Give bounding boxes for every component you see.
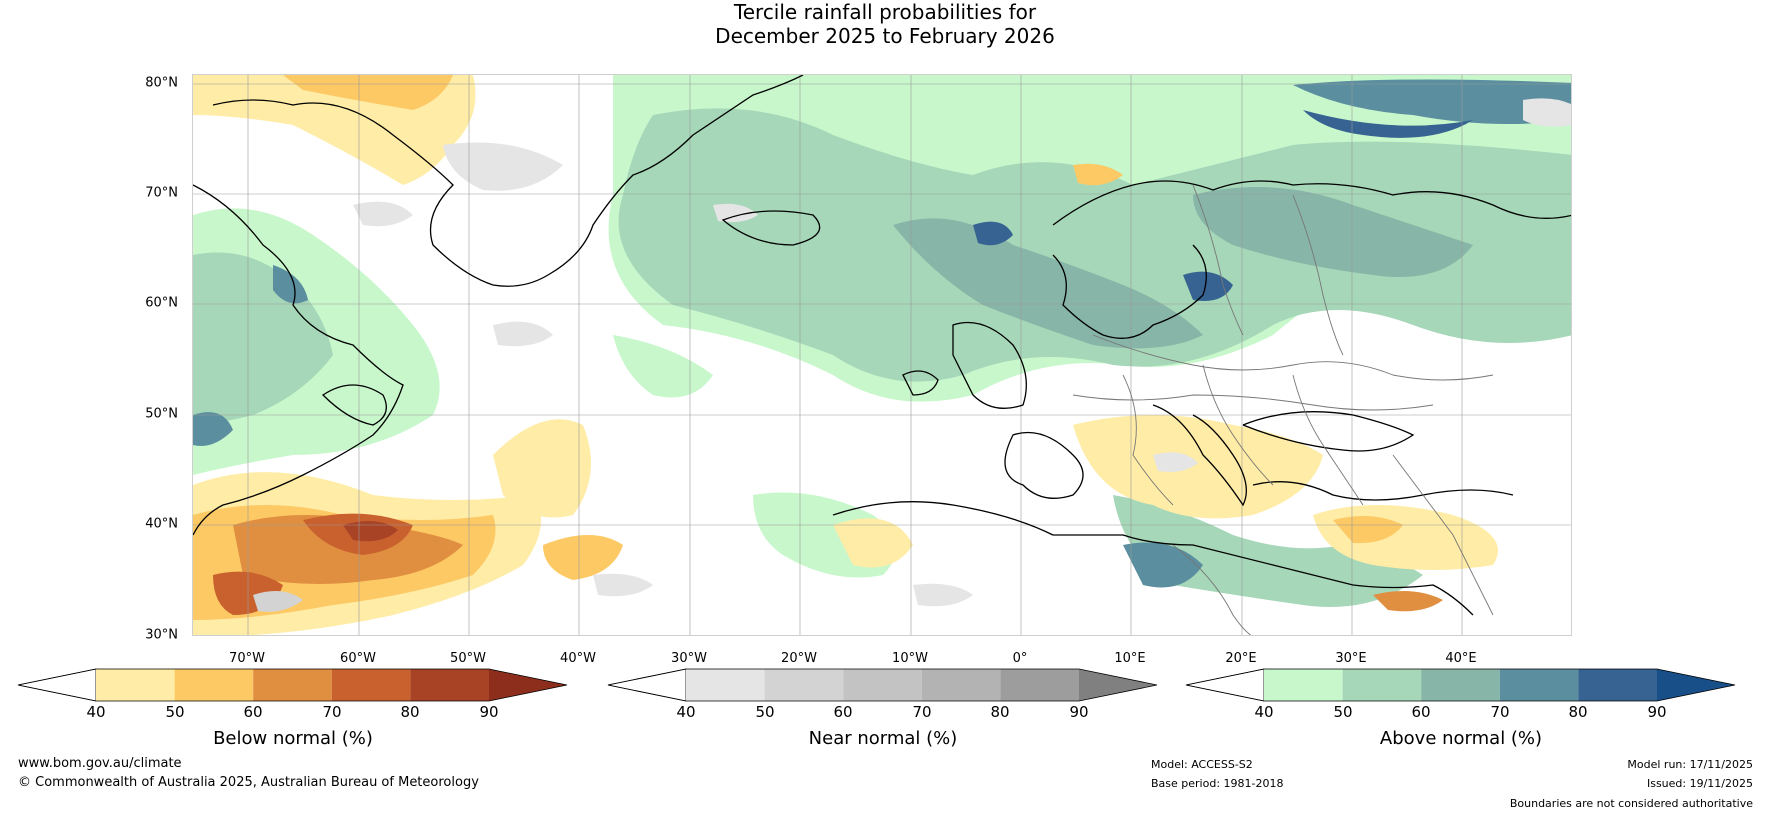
lat-label-80n: 80°N [145,75,178,91]
colorbar-above-swatch-5 [1578,669,1657,701]
colorbar-below-tick-50: 50 [165,703,185,721]
footer-issued: Issued: 19/11/2025 [1646,777,1753,790]
title-line-2: December 2025 to February 2026 [715,24,1055,48]
near-normal-regions [253,98,1571,612]
lon-label-30e: 30°E [1335,651,1367,666]
lon-label-20w: 20°W [781,651,817,666]
colorbar-near-tick-90: 90 [1069,703,1089,721]
lon-label-10e: 10°E [1114,651,1146,666]
colorbar-below-swatch-5 [410,669,489,701]
lon-label-10w: 10°W [892,651,928,666]
above-normal-regions [193,75,1571,607]
colorbar-near-title: Near normal (%) [808,728,958,749]
lon-label-60w: 60°W [340,651,376,666]
graticule [193,75,1571,635]
colorbar-above-tick-70: 70 [1490,703,1510,721]
colorbar-above-normal: 40 50 60 70 80 90 Above normal (%) [1185,668,1736,758]
colorbar-near-swatch-4 [921,669,1001,701]
lon-label-40e: 40°E [1445,651,1477,666]
footer-model-run: Model run: 17/11/2025 [1627,758,1753,771]
lat-label-70n: 70°N [145,185,178,201]
colorbar-below-swatch-4 [331,669,411,701]
colorbar-near-swatch-2 [764,669,844,701]
colorbar-above-swatch-1 [1264,669,1343,701]
map-svg [193,75,1571,635]
footer-copyright: © Commonwealth of Australia 2025, Austra… [18,775,479,790]
colorbar-below-normal: 40 50 60 70 80 90 Below normal (%) [17,668,568,758]
colorbar-below-title: Below normal (%) [213,728,373,749]
colorbar-near-tick-70: 70 [912,703,932,721]
colorbar-above-swatch-2 [1342,669,1422,701]
lon-label-50w: 50°W [450,651,486,666]
colorbar-near-tick-40: 40 [676,703,696,721]
colorbar-near-tick-50: 50 [755,703,775,721]
colorbar-above-tick-80: 80 [1568,703,1588,721]
colorbar-above-min-arrow [1185,668,1265,702]
colorbar-below-svg [17,668,568,702]
colorbar-below-tick-70: 70 [322,703,342,721]
colorbar-below-max-arrow [489,669,567,701]
country-borders [1072,184,1494,635]
lon-label-20e: 20°E [1225,651,1257,666]
colorbar-above-title: Above normal (%) [1379,728,1543,749]
lon-label-70w: 70°W [229,651,265,666]
lat-label-40n: 40°N [145,516,178,532]
footer-disclaimer: Boundaries are not considered authoritat… [1509,797,1753,810]
colorbar-near-swatch-5 [1000,669,1079,701]
colorbar-above-tick-60: 60 [1411,703,1431,721]
colorbar-below-tick-40: 40 [86,703,106,721]
colorbar-above-tick-90: 90 [1647,703,1667,721]
colorbar-above-max-arrow [1657,669,1735,701]
lat-label-60n: 60°N [145,295,178,311]
colorbar-near-swatch-3 [843,669,922,701]
colorbar-above-swatch-3 [1421,669,1500,701]
colorbar-above-svg [1185,668,1736,702]
colorbar-below-swatch-3 [253,669,332,701]
coastlines [193,75,1571,616]
colorbar-near-normal: 40 50 60 70 80 90 Near normal (%) [607,668,1158,758]
footer-base-period: Base period: 1981-2018 [1151,777,1284,790]
colorbar-near-tick-60: 60 [833,703,853,721]
lon-label-40w: 40°W [560,651,596,666]
colorbar-above-swatch-4 [1499,669,1579,701]
rainfall-probability-map [192,74,1572,636]
colorbar-above-tick-50: 50 [1333,703,1353,721]
lon-label-0: 0° [1012,651,1028,666]
lat-label-50n: 50°N [145,406,178,422]
map-title: Tercile rainfall probabilities for Decem… [0,0,1770,48]
footer-model: Model: ACCESS-S2 [1151,758,1253,771]
colorbar-above-tick-40: 40 [1254,703,1274,721]
colorbar-below-min-arrow [17,668,97,702]
colorbar-near-tick-80: 80 [990,703,1010,721]
colorbar-near-swatch-1 [686,669,765,701]
footer-url[interactable]: www.bom.gov.au/climate [18,756,182,771]
colorbar-near-max-arrow [1079,669,1157,701]
colorbar-near-min-arrow [607,668,687,702]
lat-label-30n: 30°N [145,627,178,643]
colorbar-below-tick-90: 90 [479,703,499,721]
colorbar-below-tick-80: 80 [400,703,420,721]
colorbar-below-swatch-1 [96,669,175,701]
lon-label-30w: 30°W [671,651,707,666]
title-line-1: Tercile rainfall probabilities for [733,0,1037,24]
colorbar-below-tick-60: 60 [243,703,263,721]
colorbar-near-svg [607,668,1158,702]
colorbar-below-swatch-2 [174,669,254,701]
